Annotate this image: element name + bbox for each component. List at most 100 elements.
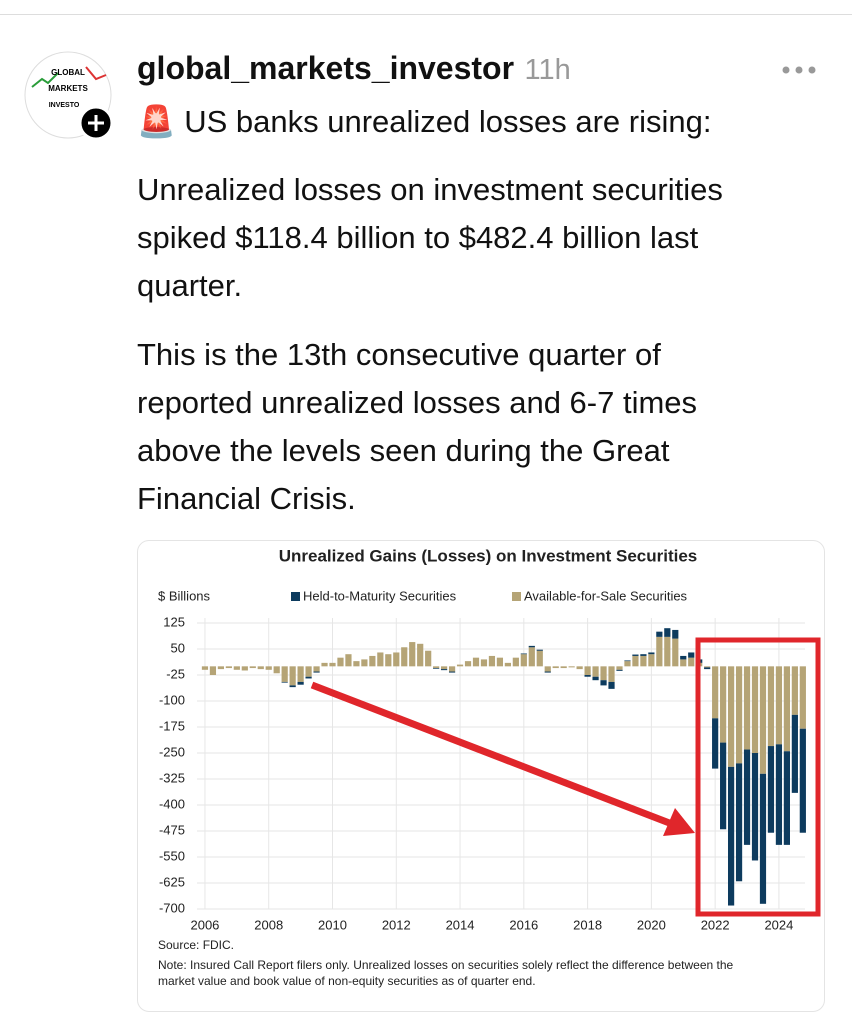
bar bbox=[377, 652, 384, 667]
bar bbox=[688, 652, 695, 658]
post-text-line: Financial Crisis. bbox=[137, 481, 356, 516]
plus-icon bbox=[88, 115, 104, 131]
bar bbox=[608, 681, 615, 689]
avatar-icon bbox=[85, 66, 107, 81]
bar bbox=[520, 654, 527, 667]
bar bbox=[544, 671, 551, 673]
bar bbox=[425, 650, 432, 667]
bar bbox=[433, 668, 440, 669]
dot bbox=[795, 66, 803, 74]
bar bbox=[217, 666, 224, 670]
y-tick-label: -475 bbox=[159, 822, 185, 837]
bar bbox=[480, 659, 488, 667]
bar bbox=[273, 666, 280, 674]
bar bbox=[680, 659, 687, 667]
x-tick-label: 2022 bbox=[701, 917, 730, 932]
bar bbox=[735, 666, 743, 764]
y-tick-label: -100 bbox=[159, 692, 185, 707]
bar bbox=[783, 666, 790, 752]
bar bbox=[464, 661, 472, 667]
legend-swatch bbox=[291, 592, 300, 601]
bar bbox=[751, 753, 759, 861]
bar bbox=[759, 666, 767, 774]
y-tick-label: 50 bbox=[171, 640, 185, 655]
post-text-line: reported unrealized losses and 6-7 times bbox=[137, 385, 698, 420]
bar bbox=[600, 680, 607, 686]
more-button[interactable] bbox=[780, 63, 820, 77]
bar bbox=[289, 685, 296, 688]
bar bbox=[720, 742, 727, 830]
bar bbox=[313, 671, 320, 673]
dot bbox=[808, 66, 816, 74]
timestamp: 11h bbox=[524, 54, 571, 86]
bar bbox=[664, 628, 671, 637]
bar bbox=[767, 746, 775, 833]
bar bbox=[448, 671, 456, 673]
bar bbox=[353, 661, 360, 667]
bar bbox=[791, 666, 798, 715]
bar bbox=[401, 647, 408, 667]
bar bbox=[433, 666, 440, 669]
avatar-text: MARKETS bbox=[48, 84, 88, 93]
bar bbox=[504, 662, 511, 667]
bar bbox=[799, 728, 806, 833]
y-tick-label: -250 bbox=[159, 744, 185, 759]
bar bbox=[584, 666, 591, 675]
bar bbox=[743, 666, 751, 750]
y-tick-label: -175 bbox=[159, 718, 185, 733]
bar bbox=[743, 749, 751, 845]
bar bbox=[536, 650, 543, 667]
bar bbox=[616, 666, 623, 670]
source: Source: FDIC. bbox=[158, 938, 234, 952]
bar bbox=[720, 666, 727, 743]
highlight-box bbox=[695, 637, 821, 917]
bar bbox=[568, 666, 575, 668]
bar bbox=[297, 681, 304, 685]
bar bbox=[257, 666, 264, 670]
bar bbox=[688, 657, 695, 667]
x-tick-label: 2008 bbox=[254, 917, 283, 932]
bar bbox=[297, 666, 304, 682]
bar bbox=[592, 676, 599, 681]
bar bbox=[608, 666, 615, 682]
dot bbox=[782, 66, 790, 74]
x-tick-label: 2020 bbox=[637, 917, 666, 932]
top-divider bbox=[0, 14, 852, 15]
bar bbox=[664, 636, 671, 667]
bar bbox=[767, 666, 775, 747]
bar bbox=[592, 666, 599, 677]
bar bbox=[680, 655, 687, 660]
x-tick-label: 2018 bbox=[573, 917, 602, 932]
bar bbox=[241, 666, 248, 671]
bar bbox=[281, 666, 288, 682]
bar bbox=[448, 666, 456, 672]
username[interactable]: global_markets_investor bbox=[137, 50, 515, 86]
bar bbox=[417, 643, 424, 667]
bar bbox=[712, 718, 719, 769]
bar bbox=[488, 655, 496, 667]
legend-label: Available-for-Sale Securities bbox=[524, 588, 688, 603]
bar bbox=[632, 655, 639, 667]
bar bbox=[783, 751, 790, 845]
bar bbox=[393, 652, 400, 667]
bar bbox=[600, 666, 607, 681]
bar bbox=[640, 654, 647, 656]
bar bbox=[201, 666, 209, 670]
bar bbox=[632, 654, 639, 656]
bar bbox=[456, 664, 464, 667]
x-tick-label: 2016 bbox=[509, 917, 538, 932]
bar bbox=[337, 657, 344, 667]
bar bbox=[672, 638, 679, 667]
y-tick-label: -550 bbox=[159, 848, 185, 863]
bar bbox=[265, 666, 272, 670]
bar bbox=[249, 666, 256, 669]
bar bbox=[712, 666, 719, 719]
x-tick-label: 2012 bbox=[382, 917, 411, 932]
bar bbox=[735, 763, 743, 882]
bar bbox=[369, 655, 376, 667]
chart-title: Unrealized Gains (Losses) on Investment … bbox=[279, 546, 698, 565]
bar bbox=[799, 666, 806, 729]
bar bbox=[289, 666, 296, 686]
bar bbox=[672, 629, 679, 639]
bar bbox=[759, 773, 767, 904]
